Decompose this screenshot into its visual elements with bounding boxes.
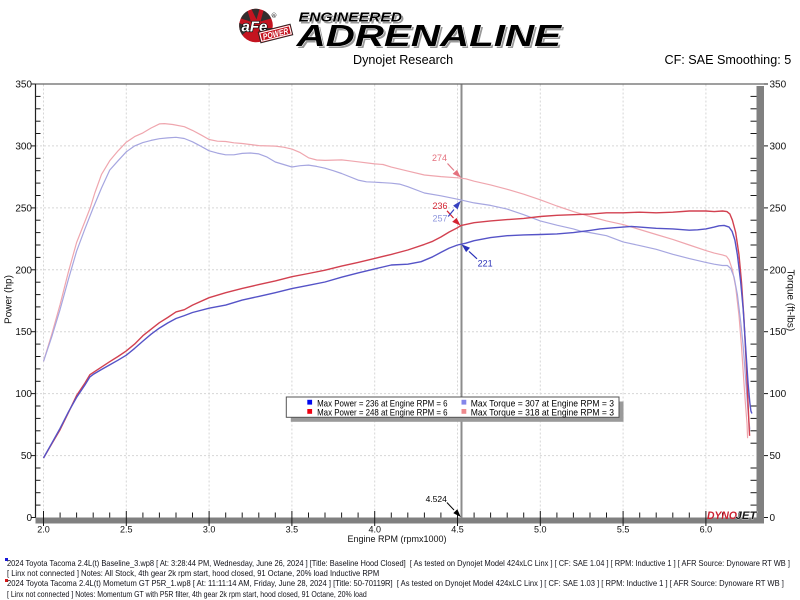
svg-text:Engine RPM (rpmx1000): Engine RPM (rpmx1000) (347, 534, 446, 544)
svg-text:4.5: 4.5 (451, 524, 464, 534)
svg-text:257: 257 (433, 214, 448, 224)
svg-text:150: 150 (770, 327, 787, 338)
svg-text:300: 300 (15, 141, 32, 152)
svg-text:200: 200 (770, 265, 787, 276)
svg-text:Max Power = 248 at Engine RPM: Max Power = 248 at Engine RPM = 6 (317, 408, 448, 418)
svg-text:150: 150 (15, 327, 32, 338)
svg-text:Max Power = 236 at Engine RPM: Max Power = 236 at Engine RPM = 6 (317, 399, 448, 409)
svg-text:350: 350 (15, 80, 32, 91)
svg-text:100: 100 (15, 389, 32, 400)
svg-text:Max Torque = 307 at Engine RPM: Max Torque = 307 at Engine RPM = 3 (471, 399, 614, 409)
svg-text:4.524: 4.524 (426, 494, 448, 504)
svg-text:5.5: 5.5 (617, 524, 630, 534)
svg-text:JET: JET (736, 510, 758, 522)
svg-text:Max Torque = 318 at Engine RPM: Max Torque = 318 at Engine RPM = 3 (471, 408, 614, 418)
svg-text:300: 300 (770, 141, 787, 152)
svg-text:4.0: 4.0 (368, 524, 381, 534)
svg-text:221: 221 (478, 259, 493, 269)
svg-text:3.5: 3.5 (286, 524, 299, 534)
svg-text:2.0: 2.0 (37, 524, 50, 534)
svg-text:ENGINEERED: ENGINEERED (301, 12, 405, 27)
svg-text:50: 50 (770, 451, 782, 462)
svg-text:200: 200 (15, 265, 32, 276)
svg-text:100: 100 (770, 389, 787, 400)
svg-text:3.0: 3.0 (203, 524, 216, 534)
svg-text:250: 250 (15, 203, 32, 214)
svg-text:ADRENALINE: ADRENALINE (295, 20, 562, 53)
svg-text:R: R (272, 13, 276, 18)
svg-text:236: 236 (433, 201, 448, 211)
svg-text:ENGINEERED: ENGINEERED (299, 10, 403, 25)
svg-text:DYNO: DYNO (707, 510, 737, 522)
svg-text:274: 274 (432, 153, 447, 163)
svg-text:2.5: 2.5 (120, 524, 133, 534)
svg-text:250: 250 (770, 203, 787, 214)
svg-text:5.0: 5.0 (534, 524, 547, 534)
svg-text:ADRENALINE: ADRENALINE (297, 22, 564, 55)
svg-text:50: 50 (21, 451, 33, 462)
svg-text:6.0: 6.0 (700, 524, 713, 534)
svg-text:350: 350 (770, 80, 787, 91)
svg-text:0: 0 (26, 513, 32, 524)
svg-text:0: 0 (770, 513, 776, 524)
